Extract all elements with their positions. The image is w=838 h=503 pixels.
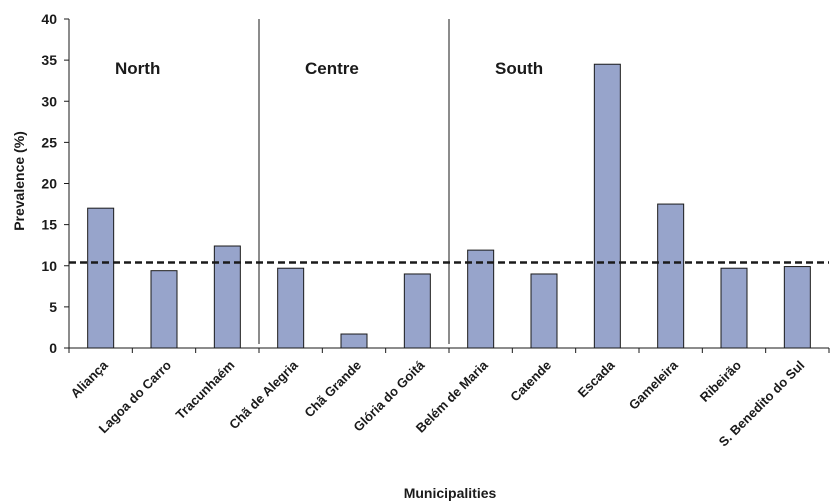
y-tick-label: 20 bbox=[41, 176, 57, 192]
y-tick-label: 0 bbox=[49, 340, 57, 356]
region-label-north: North bbox=[115, 59, 160, 78]
y-tick-label: 5 bbox=[49, 299, 57, 315]
bar bbox=[403, 273, 431, 349]
bar bbox=[657, 203, 685, 349]
region-dividers bbox=[258, 19, 450, 344]
bar bbox=[593, 63, 621, 349]
bar bbox=[150, 270, 178, 349]
x-tick-label: Gameleira bbox=[626, 357, 682, 413]
bars bbox=[87, 63, 811, 349]
y-tick-label: 25 bbox=[41, 134, 57, 150]
y-tick-label: 30 bbox=[41, 93, 57, 109]
x-tick-label: Ribeirão bbox=[697, 357, 744, 404]
bar bbox=[277, 267, 305, 349]
region-label-south: South bbox=[495, 59, 543, 78]
bar bbox=[467, 249, 495, 349]
x-tick-label: Aliança bbox=[67, 357, 111, 401]
bar bbox=[530, 273, 558, 349]
region-label-centre: Centre bbox=[305, 59, 359, 78]
y-axis: 0 5 10 15 20 25 30 35 40 bbox=[41, 11, 70, 356]
x-axis bbox=[68, 347, 830, 353]
y-tick-label: 40 bbox=[41, 11, 57, 27]
x-tick-label: Catende bbox=[507, 358, 554, 405]
bar bbox=[340, 333, 368, 349]
bar bbox=[720, 267, 748, 349]
x-tick-label: Chã Grande bbox=[301, 358, 364, 421]
x-axis-title: Municipalities bbox=[404, 485, 497, 501]
x-tick-label: Chã de Alegria bbox=[226, 357, 301, 432]
y-tick-label: 35 bbox=[41, 52, 57, 68]
y-axis-title: Prevalence (%) bbox=[11, 131, 27, 231]
x-tick-label: Escada bbox=[575, 357, 618, 400]
bar bbox=[783, 266, 811, 349]
y-tick-label: 10 bbox=[41, 258, 57, 274]
bar bbox=[87, 207, 115, 349]
x-tick-label: Tracunhaém bbox=[173, 358, 238, 423]
y-tick-label: 15 bbox=[41, 217, 57, 233]
region-labels: North Centre South bbox=[115, 59, 543, 78]
